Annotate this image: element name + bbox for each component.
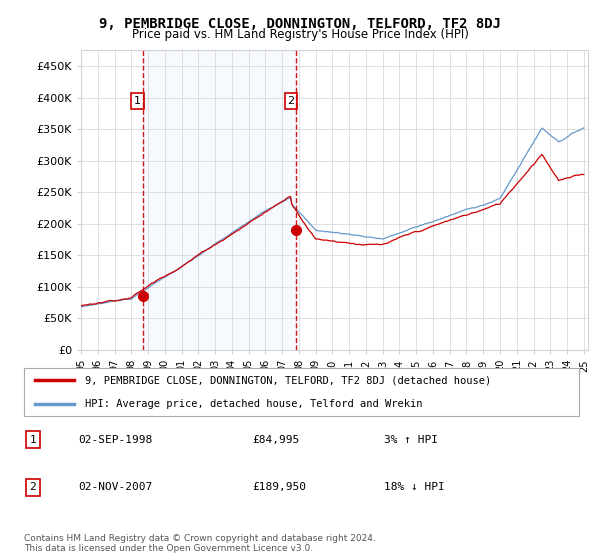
Text: 9, PEMBRIDGE CLOSE, DONNINGTON, TELFORD, TF2 8DJ (detached house): 9, PEMBRIDGE CLOSE, DONNINGTON, TELFORD,… <box>85 375 491 385</box>
Text: 02-SEP-1998: 02-SEP-1998 <box>78 435 152 445</box>
Text: £189,950: £189,950 <box>252 482 306 492</box>
Text: 1: 1 <box>29 435 37 445</box>
Text: 9, PEMBRIDGE CLOSE, DONNINGTON, TELFORD, TF2 8DJ: 9, PEMBRIDGE CLOSE, DONNINGTON, TELFORD,… <box>99 17 501 31</box>
Text: 1: 1 <box>134 96 141 106</box>
Text: £84,995: £84,995 <box>252 435 299 445</box>
Text: 02-NOV-2007: 02-NOV-2007 <box>78 482 152 492</box>
Text: 18% ↓ HPI: 18% ↓ HPI <box>384 482 445 492</box>
Text: 2: 2 <box>287 96 295 106</box>
Bar <box>143 50 296 350</box>
Text: HPI: Average price, detached house, Telford and Wrekin: HPI: Average price, detached house, Telf… <box>85 399 423 409</box>
Text: Price paid vs. HM Land Registry's House Price Index (HPI): Price paid vs. HM Land Registry's House … <box>131 28 469 41</box>
Text: Contains HM Land Registry data © Crown copyright and database right 2024.
This d: Contains HM Land Registry data © Crown c… <box>24 534 376 553</box>
Text: 2: 2 <box>29 482 37 492</box>
Text: 3% ↑ HPI: 3% ↑ HPI <box>384 435 438 445</box>
FancyBboxPatch shape <box>24 368 579 416</box>
